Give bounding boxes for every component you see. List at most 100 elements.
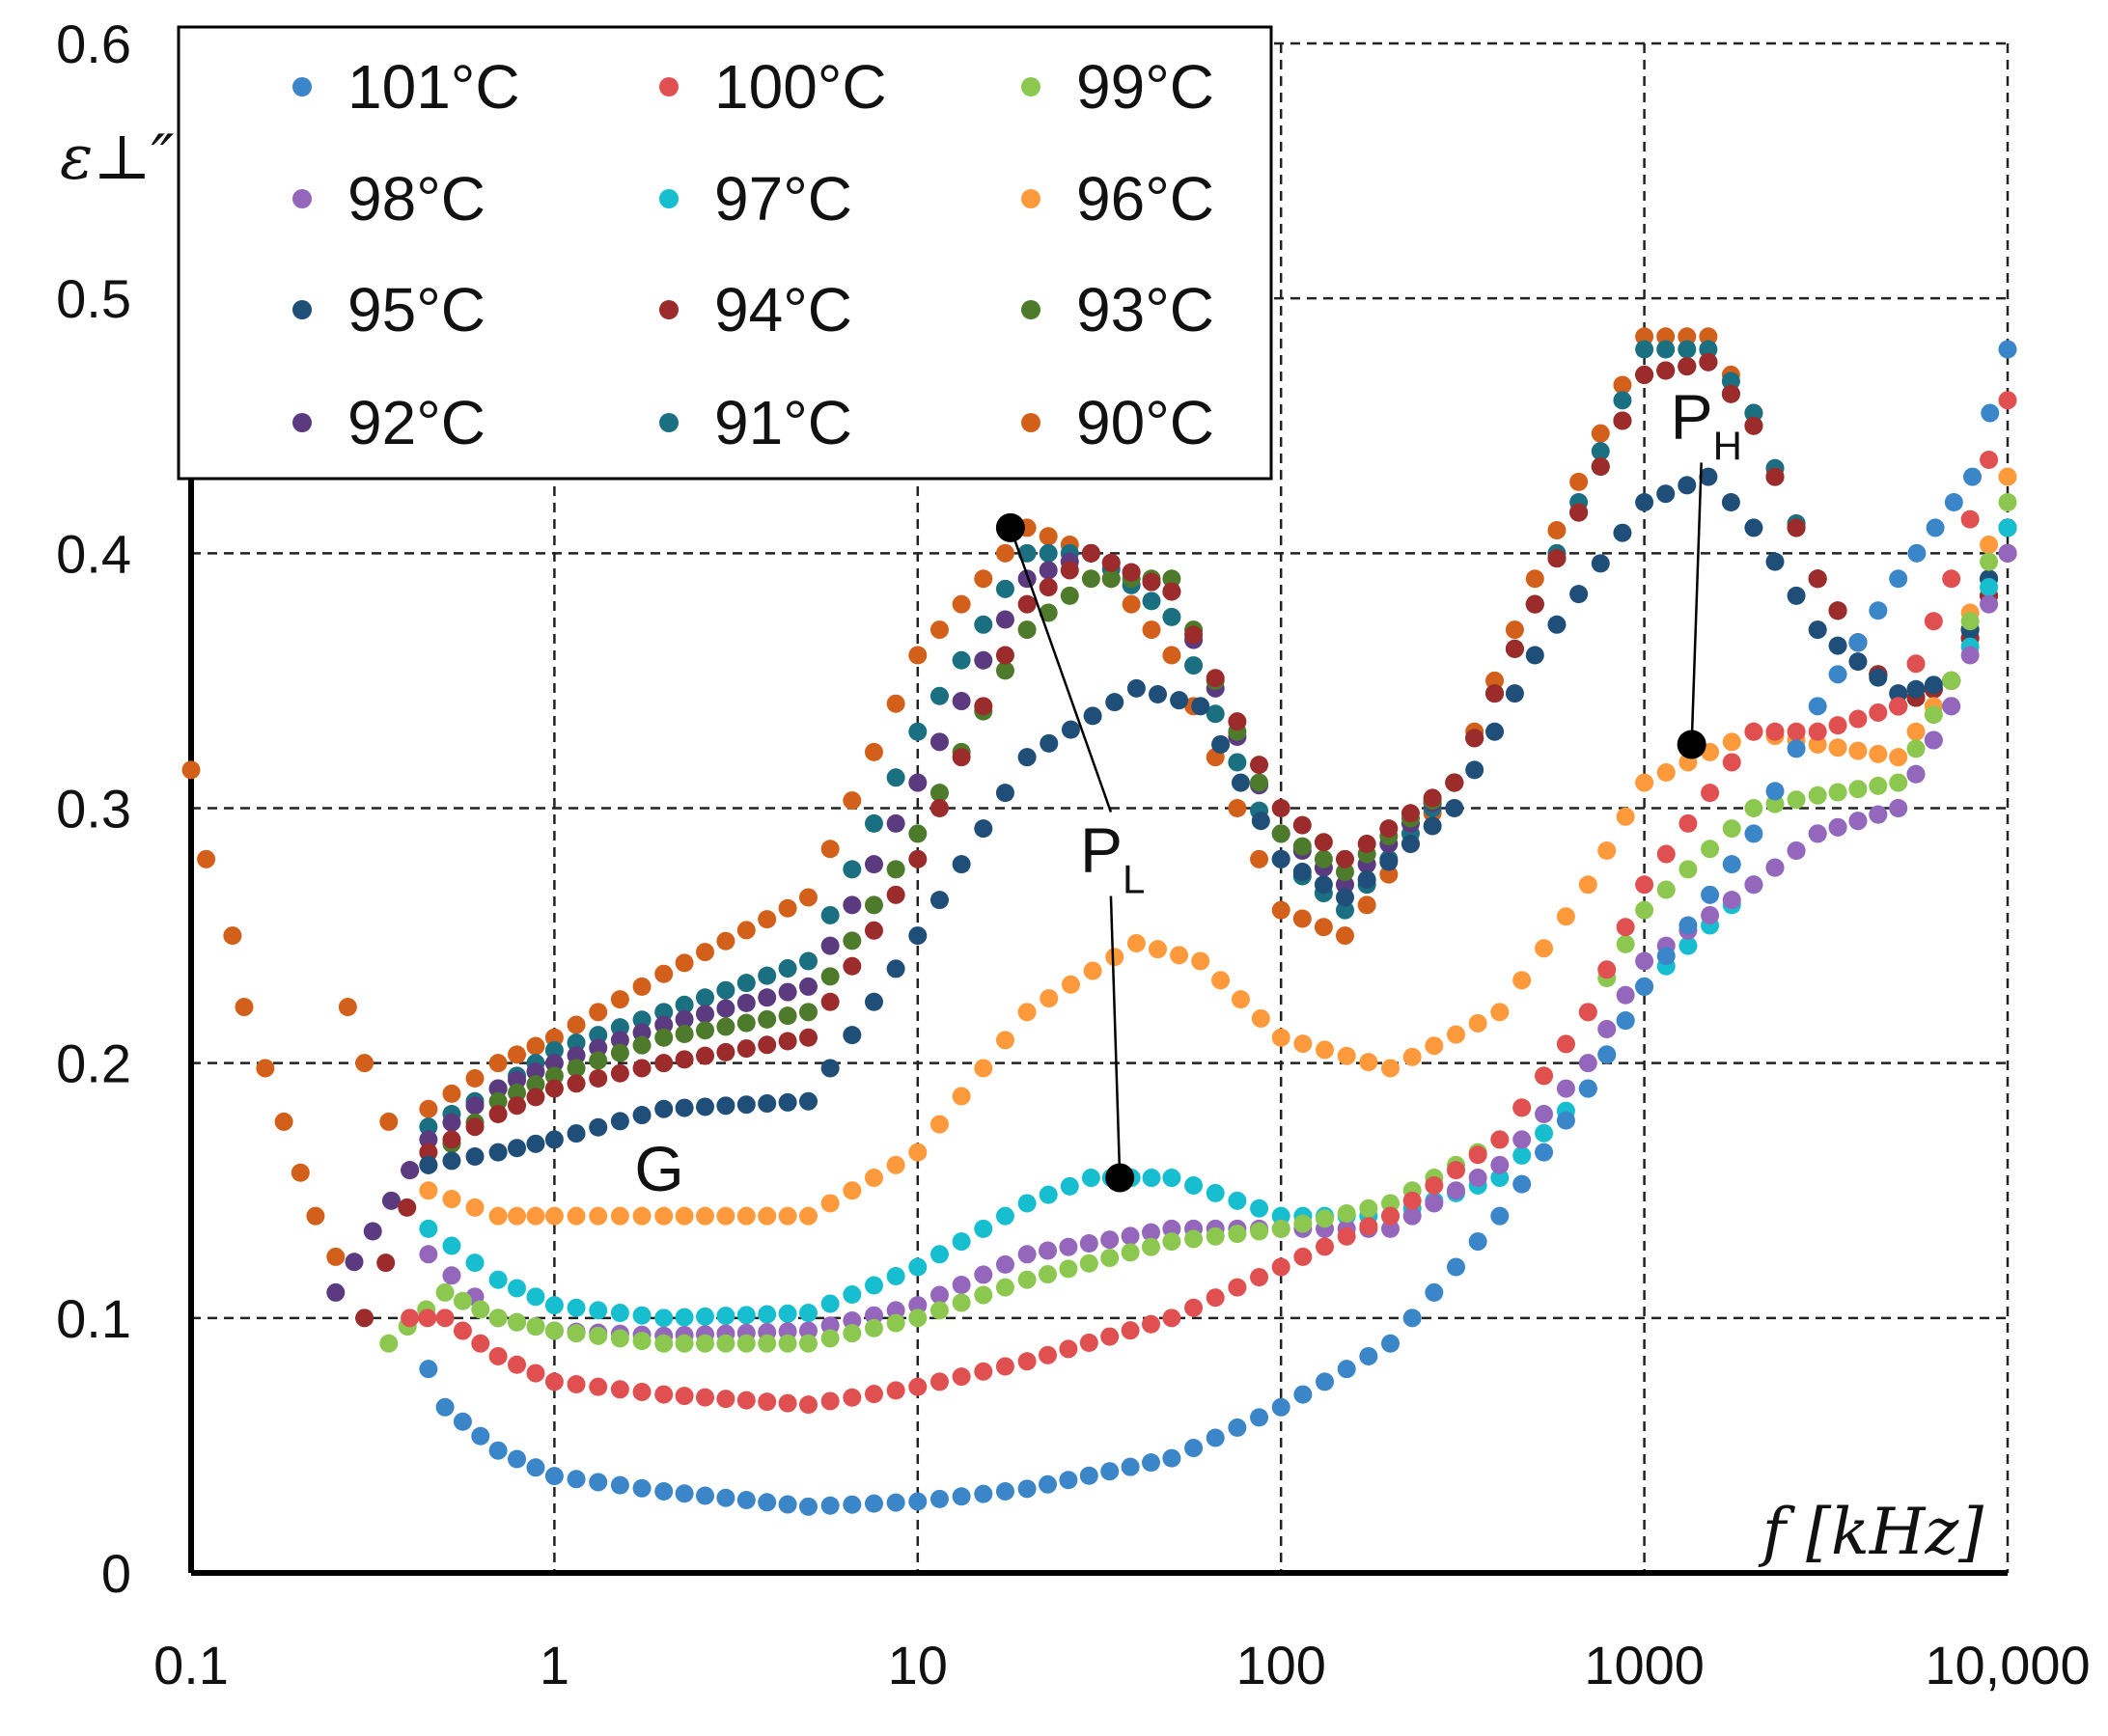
data-point (1656, 947, 1676, 966)
data-point (908, 1492, 928, 1511)
data-point (886, 1267, 905, 1286)
data-point (778, 1006, 797, 1026)
data-point (589, 1206, 608, 1226)
data-point (1206, 704, 1225, 724)
data-point (1402, 1191, 1422, 1210)
data-point (1744, 875, 1763, 895)
data-point (675, 1334, 694, 1353)
series-95C (419, 467, 2017, 1174)
data-point (1808, 697, 1827, 716)
data-point (1059, 1259, 1078, 1279)
data-point (1039, 543, 1058, 563)
legend-item: 100°C (659, 52, 887, 122)
data-point (567, 1124, 586, 1144)
data-point (696, 1486, 715, 1505)
data-point (1906, 654, 1926, 674)
data-point (1142, 620, 1161, 640)
data-point (952, 1087, 971, 1106)
data-point (798, 977, 818, 996)
data-point (1512, 971, 1532, 990)
data-point (1535, 1143, 1554, 1162)
data-point (974, 1362, 993, 1381)
data-point (1271, 900, 1290, 920)
data-point (610, 1018, 629, 1037)
data-point (1869, 668, 1888, 687)
data-point (716, 1206, 735, 1226)
data-point (843, 1495, 862, 1514)
data-point (864, 896, 883, 915)
data-point (1381, 1206, 1401, 1226)
data-point (1591, 457, 1610, 477)
tick-labels: 0 0.1 0.2 0.3 0.4 0.5 0.6 0.1 1 10 100 1000 10,000 (56, 14, 2091, 1695)
data-point (419, 1143, 438, 1162)
data-point (974, 697, 993, 716)
data-point (1162, 1169, 1181, 1188)
data-point (1162, 1448, 1181, 1468)
data-point (1337, 1360, 1356, 1379)
data-point (544, 1321, 564, 1340)
data-point (1889, 799, 1908, 817)
data-point (567, 1375, 586, 1394)
data-point (952, 1367, 971, 1387)
data-point (544, 1467, 564, 1486)
data-point (1271, 1257, 1290, 1277)
data-point (1701, 885, 1720, 904)
data-point (952, 650, 971, 670)
data-point (1468, 1232, 1487, 1252)
data-point (1490, 1003, 1510, 1022)
data-point (1379, 819, 1399, 839)
data-point (471, 1300, 490, 1319)
data-point (1170, 946, 1189, 965)
data-point (1547, 549, 1567, 568)
data-point (716, 1042, 735, 1061)
data-point (778, 1393, 797, 1413)
data-point (1081, 543, 1100, 563)
data-point (1445, 773, 1464, 792)
legend-item: 96°C (1021, 164, 1214, 234)
data-point (401, 1161, 420, 1180)
data-point (508, 1096, 527, 1116)
data-point (1998, 391, 2017, 410)
data-point (610, 1206, 629, 1226)
data-point (778, 1304, 797, 1323)
data-point (1998, 340, 2017, 359)
data-point (798, 1497, 818, 1516)
data-point (1678, 340, 1697, 359)
annotation-leader-line (1690, 462, 1703, 745)
data-point (326, 1282, 346, 1302)
data-point (778, 982, 797, 1002)
data-point (1656, 880, 1676, 899)
legend-label: 93°C (1076, 275, 1214, 344)
data-point (1699, 352, 1718, 372)
data-point (363, 1222, 382, 1241)
data-point (758, 1009, 777, 1029)
data-point (1017, 594, 1037, 614)
data-point (778, 959, 797, 978)
data-point (974, 615, 993, 634)
data-point (716, 999, 735, 1018)
data-point (696, 1005, 715, 1024)
data-point (736, 1206, 756, 1226)
data-point (1505, 620, 1524, 640)
data-point (952, 855, 971, 874)
data-point (1635, 327, 1654, 346)
data-point (974, 1484, 993, 1503)
data-point (1101, 553, 1121, 572)
data-point (632, 1306, 652, 1325)
data-point (1656, 484, 1676, 504)
data-point (758, 966, 777, 985)
data-point (1231, 773, 1250, 792)
data-point (843, 896, 862, 915)
legend-marker (1021, 77, 1040, 96)
data-point (675, 1024, 694, 1043)
data-point (1141, 1314, 1160, 1334)
data-point (1808, 785, 1827, 805)
data-point (1142, 592, 1161, 611)
data-point (758, 1094, 777, 1114)
data-point (235, 998, 254, 1017)
data-point (758, 1334, 777, 1353)
data-point (758, 1493, 777, 1512)
data-point (1402, 1206, 1422, 1226)
data-point (820, 1329, 840, 1348)
data-point (1162, 1232, 1181, 1252)
